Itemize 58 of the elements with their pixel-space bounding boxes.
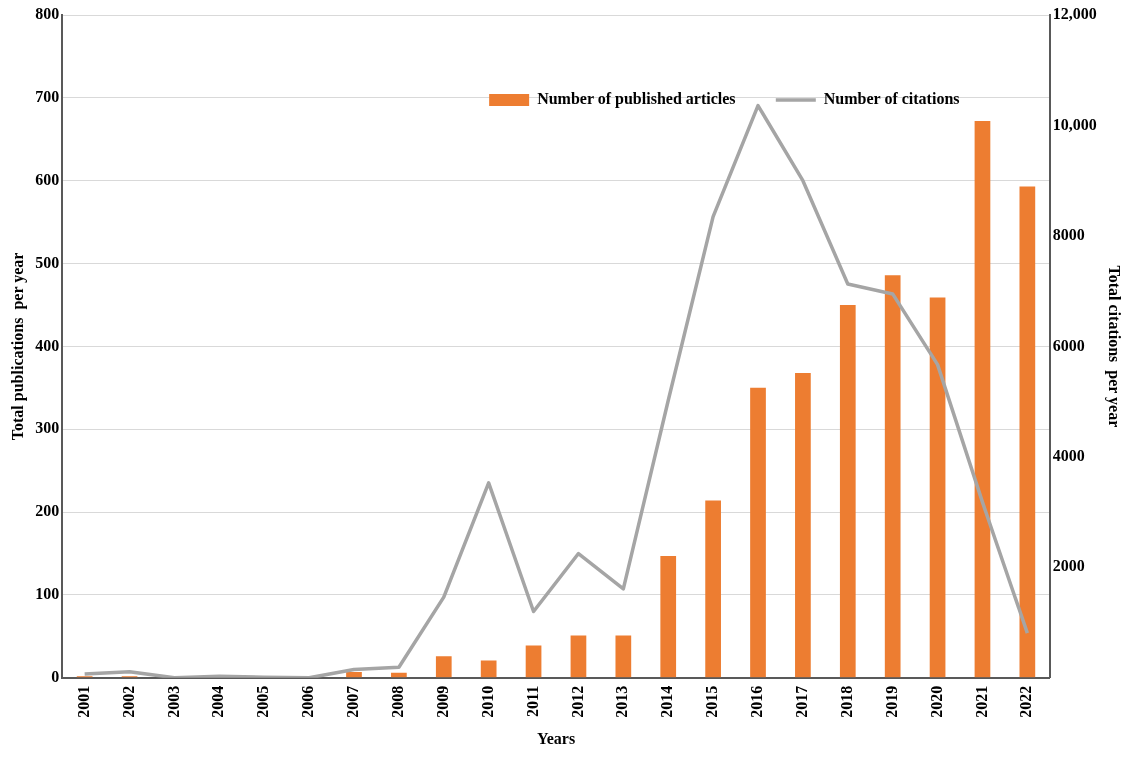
legend-label: Number of published articles — [537, 90, 736, 109]
y2-tick-label: 6000 — [1052, 336, 1085, 354]
bar — [929, 297, 946, 678]
x-tick-label: 2018 — [837, 685, 855, 718]
bar — [525, 645, 542, 678]
bar — [660, 556, 677, 678]
x-tick-label: 2020 — [927, 685, 945, 718]
x-tick-label: 2022 — [1017, 685, 1035, 718]
x-tick-label: 2015 — [703, 685, 721, 718]
bar — [480, 660, 497, 678]
bar — [1019, 186, 1036, 678]
x-tick-label: 2004 — [209, 685, 227, 718]
x-tick-label: 2009 — [433, 685, 451, 718]
bar — [615, 635, 632, 678]
x-tick-label: 2002 — [119, 685, 137, 718]
x-tick-label: 2014 — [658, 685, 676, 718]
bar — [795, 372, 811, 678]
y2-tick-label: 2000 — [1052, 557, 1085, 575]
x-tick-label: 2003 — [164, 685, 182, 718]
y2-tick-label: 4000 — [1052, 447, 1085, 465]
y2-tick-label: 12,000 — [1052, 5, 1097, 23]
x-tick-label: 2017 — [793, 685, 811, 718]
x-tick-label: 2021 — [972, 685, 990, 718]
y-tick-label: 300 — [35, 419, 60, 437]
x-tick-label: 2013 — [613, 685, 631, 718]
y-tick-label: 700 — [35, 87, 60, 105]
x-tick-label: 2006 — [299, 685, 317, 718]
y-tick-label: 0 — [51, 667, 60, 685]
bar — [570, 635, 587, 678]
x-tick-label: 2012 — [568, 685, 586, 718]
x-tick-label: 2008 — [389, 685, 407, 718]
bar — [884, 275, 901, 678]
x-tick-label: 2019 — [882, 685, 900, 718]
x-axis-title: Years — [536, 729, 576, 747]
bar — [435, 656, 452, 678]
bar — [974, 121, 991, 678]
y-tick-label: 100 — [35, 585, 60, 603]
y2-tick-label: 10,000 — [1052, 115, 1097, 133]
y2-tick-label: 8000 — [1052, 226, 1085, 244]
bar — [391, 672, 407, 678]
bar — [705, 500, 721, 678]
x-tick-label: 2011 — [523, 685, 541, 717]
y-tick-label: 800 — [35, 5, 60, 23]
bar — [346, 672, 362, 678]
y-axis-title: Total publications per year — [8, 252, 27, 441]
y-tick-label: 200 — [35, 502, 60, 520]
y-tick-label: 400 — [35, 336, 60, 354]
x-tick-label: 2010 — [478, 685, 496, 718]
y-tick-label: 500 — [35, 253, 60, 271]
y-tick-label: 600 — [35, 170, 60, 188]
legend-label: Number of citations — [823, 90, 960, 108]
y2-axis-title: Total citations per year — [1105, 265, 1124, 428]
bar — [839, 304, 856, 678]
bar — [750, 387, 766, 678]
x-tick-label: 2007 — [344, 685, 362, 718]
x-tick-label: 2005 — [254, 685, 272, 718]
x-tick-label: 2001 — [74, 685, 92, 718]
x-tick-label: 2016 — [748, 685, 766, 718]
